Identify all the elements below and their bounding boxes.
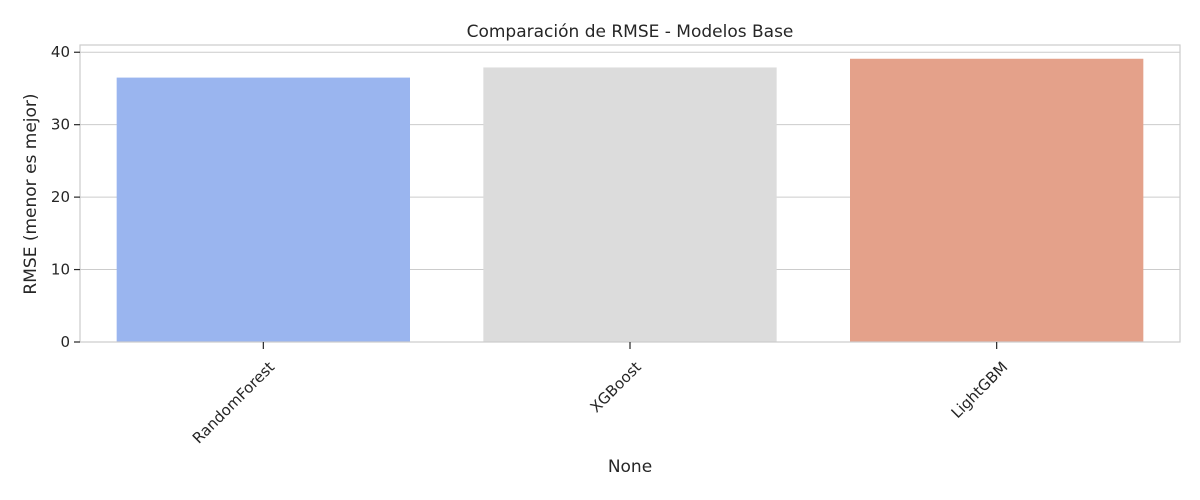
y-tick-label: 30 bbox=[51, 116, 70, 134]
x-tick-label: XGBoost bbox=[587, 358, 645, 416]
y-axis-ticks: 0 10 20 30 40 bbox=[51, 43, 80, 351]
bar-lightgbm bbox=[850, 58, 1144, 342]
y-axis-label: RMSE (menor es mejor) bbox=[21, 93, 41, 294]
x-tick-label: LightGBM bbox=[948, 358, 1012, 422]
y-tick-label: 0 bbox=[60, 333, 70, 351]
bar-randomforest bbox=[116, 77, 411, 342]
chart-title: Comparación de RMSE - Modelos Base bbox=[467, 22, 794, 42]
x-axis-label: None bbox=[608, 457, 652, 477]
y-tick-label: 20 bbox=[51, 188, 70, 206]
bar-xgboost bbox=[483, 67, 777, 342]
bars bbox=[116, 58, 1144, 342]
x-axis-ticks: RandomForest XGBoost LightGBM bbox=[189, 342, 1012, 447]
y-tick-label: 40 bbox=[51, 43, 70, 61]
y-tick-label: 10 bbox=[51, 261, 70, 279]
x-tick-label: RandomForest bbox=[189, 358, 278, 447]
